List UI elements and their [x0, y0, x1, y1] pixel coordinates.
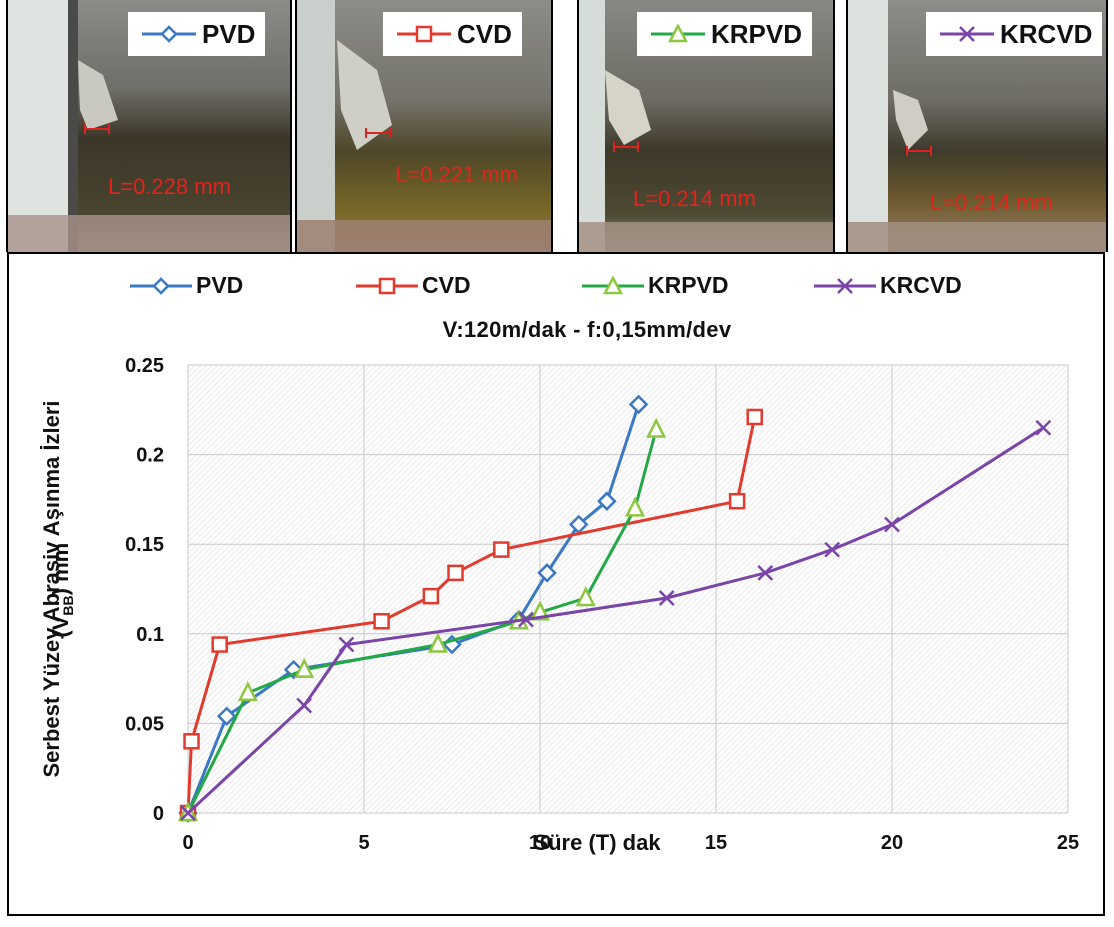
photo-legend: KRPVD	[637, 12, 813, 56]
measure-marker	[613, 142, 639, 152]
data-point	[216, 706, 237, 726]
photo-panel-pvd: PVD L=0.228 mm	[6, 0, 292, 252]
photo-legend: CVD	[383, 12, 522, 56]
data-point	[237, 681, 258, 702]
data-point	[296, 697, 313, 714]
series-krcvd	[180, 419, 1052, 821]
x-tick-label: 20	[881, 832, 903, 854]
data-point	[575, 586, 596, 607]
square-marker-icon	[397, 25, 451, 43]
x-tick-label: 15	[705, 832, 727, 854]
diamond-marker-icon	[130, 276, 192, 295]
data-point	[1035, 419, 1052, 436]
x-marker-icon	[814, 277, 876, 294]
measure-marker	[365, 128, 391, 138]
data-point	[294, 657, 315, 678]
legend-label: KRPVD	[648, 272, 729, 298]
data-point	[628, 394, 649, 415]
data-point	[824, 541, 841, 558]
y-tick-label: 0.25	[125, 355, 164, 377]
legend-label: KRCVD	[880, 272, 962, 298]
data-point	[183, 733, 200, 750]
legend-item-cvd: CVD	[356, 272, 471, 299]
data-point	[180, 805, 196, 821]
photo-legend-label: KRCVD	[1000, 18, 1093, 49]
data-point	[658, 590, 675, 606]
measure-marker	[906, 146, 932, 156]
legend-item-krpvd: KRPVD	[582, 272, 729, 299]
photo-panel-cvd: CVD L=0.221 mm	[295, 0, 553, 252]
y-tick-label: 0.2	[136, 445, 164, 467]
data-point	[338, 636, 355, 653]
photo-panel-krpvd: KRPVD L=0.214 mm	[577, 0, 835, 252]
legend-item-krcvd: KRCVD	[814, 272, 962, 299]
data-point	[625, 496, 646, 517]
data-point	[646, 417, 667, 438]
legend-label: CVD	[422, 272, 471, 298]
wear-length-label: L=0.221 mm	[395, 162, 518, 187]
x-axis-title: Süre (T) dak	[533, 830, 661, 855]
photo-legend-label: KRPVD	[711, 18, 803, 49]
photo-legend-label: CVD	[457, 18, 512, 49]
data-point	[597, 491, 617, 511]
wear-length-label: L=0.214 mm	[633, 186, 756, 211]
triangle-marker-icon	[651, 24, 705, 43]
x-tick-label: 5	[358, 832, 369, 854]
data-point	[537, 563, 557, 583]
data-point	[757, 564, 774, 581]
y-tick-label: 0.15	[125, 534, 164, 556]
x-tick-label: 10	[529, 832, 551, 854]
y-tick-label: 0.05	[125, 713, 164, 735]
chart-subtitle: V:120m/dak - f:0,15mm/dev	[442, 317, 732, 342]
series-cvd	[179, 408, 763, 822]
tool-wear-photo	[8, 0, 290, 252]
y-tick-label: 0.1	[136, 624, 164, 646]
x-tick-label: 25	[1057, 832, 1079, 854]
diamond-marker-icon	[142, 25, 196, 43]
wear-length-label: L=0.228 mm	[108, 174, 231, 199]
photo-legend: KRCVD	[926, 12, 1103, 56]
data-point	[373, 613, 390, 630]
data-point	[884, 516, 900, 533]
chart-legend: PVD CVD KRPVD KRCVD	[0, 262, 1114, 312]
photo-legend: PVD	[128, 12, 266, 56]
data-point	[746, 408, 763, 426]
legend-item-pvd: PVD	[130, 272, 243, 299]
measure-marker	[84, 124, 110, 134]
wear-length-label: L=0.214 mm	[930, 190, 1053, 215]
data-point	[427, 632, 448, 653]
legend-label: PVD	[196, 272, 244, 298]
photo-panel-krcvd: KRCVD L=0.214 mm	[846, 0, 1108, 252]
x-marker-icon	[940, 26, 994, 42]
data-point	[422, 587, 440, 605]
triangle-marker-icon	[582, 275, 644, 294]
x-tick-label: 0	[182, 832, 193, 854]
data-point	[728, 492, 746, 510]
photo-legend-label: PVD	[202, 18, 256, 49]
data-point	[518, 611, 534, 628]
square-marker-icon	[356, 277, 418, 294]
data-point	[447, 564, 464, 582]
y-tick-label: 0	[153, 803, 164, 825]
data-point	[211, 636, 228, 653]
data-point	[493, 541, 510, 558]
